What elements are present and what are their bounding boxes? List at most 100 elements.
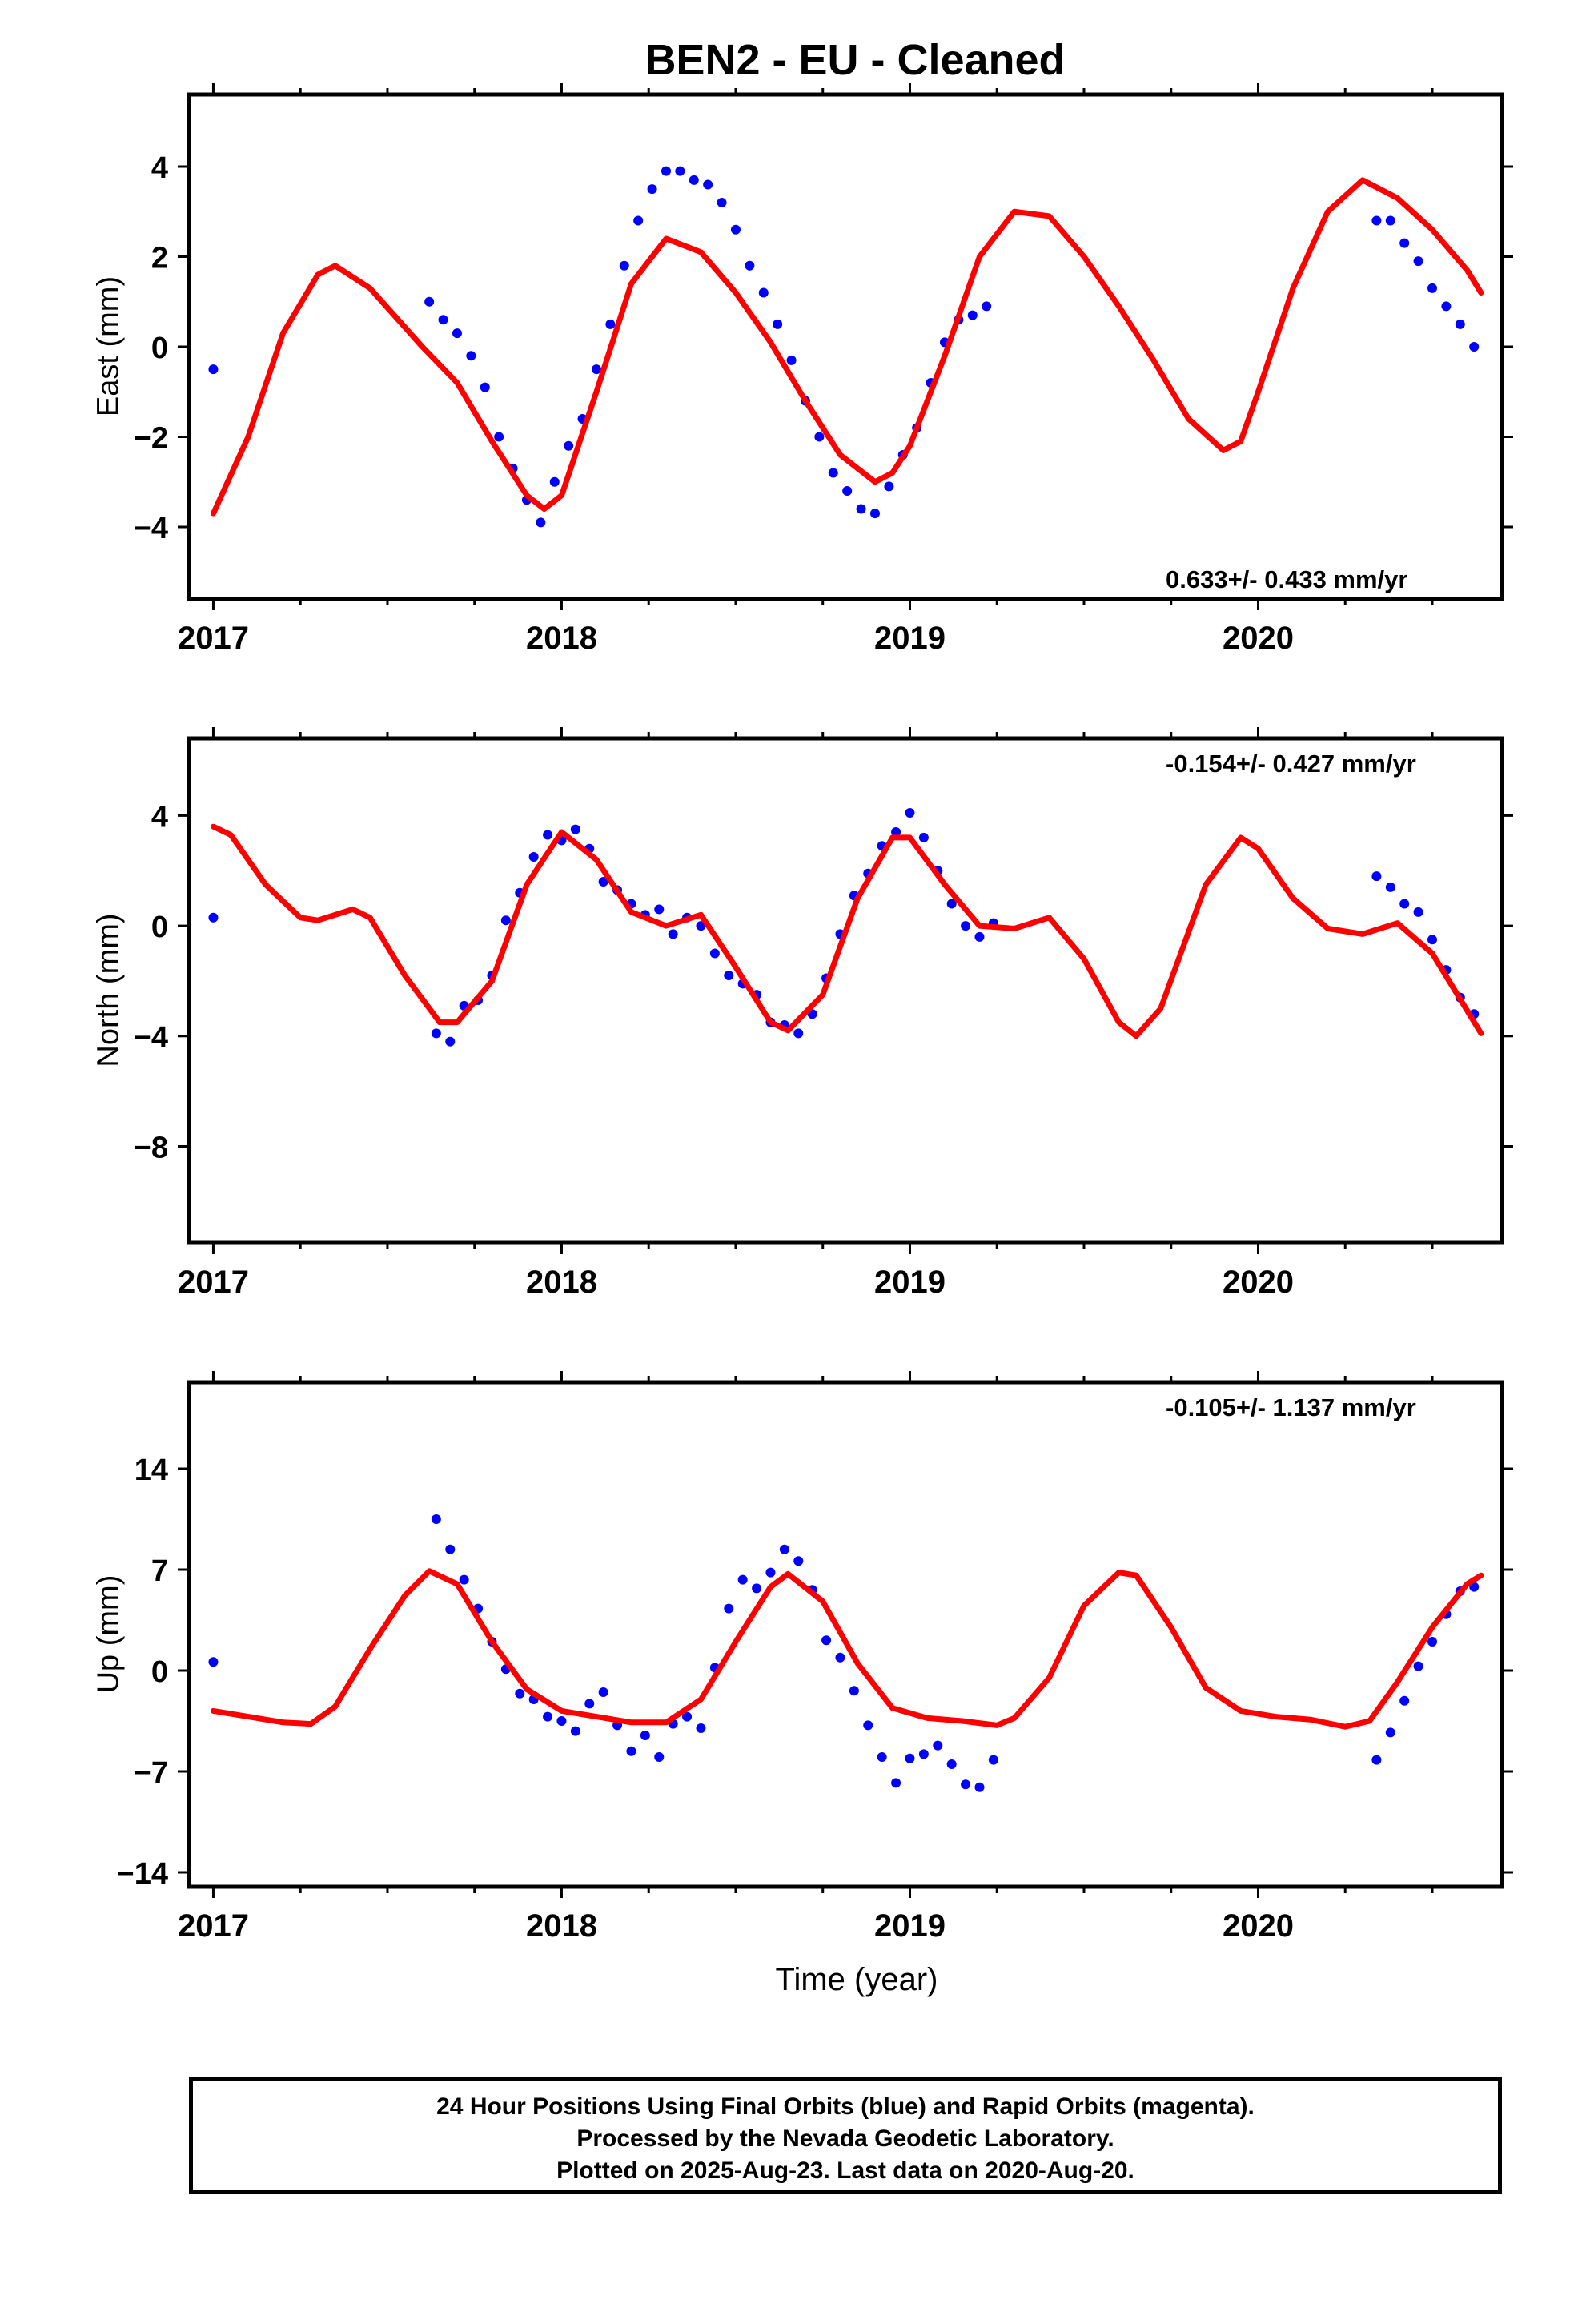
east-data-point — [466, 351, 476, 361]
footer-caption: 24 Hour Positions Using Final Orbits (bl… — [189, 2077, 1502, 2194]
up-ytick-label: −7 — [134, 1756, 168, 1790]
east-xtick-label: 2020 — [1223, 621, 1294, 656]
up-data-point — [459, 1574, 469, 1585]
east-data-point — [1455, 319, 1465, 329]
north-data-point — [696, 921, 706, 931]
north-data-point — [1427, 935, 1437, 945]
up-data-point — [793, 1556, 804, 1566]
up-data-point — [988, 1755, 998, 1765]
north-data-point — [445, 1036, 456, 1047]
up-ytick-label: 14 — [135, 1454, 168, 1487]
footer-line-1: 24 Hour Positions Using Final Orbits (bl… — [436, 2093, 1255, 2120]
up-data-point — [570, 1726, 580, 1736]
north-data-point — [1385, 882, 1395, 892]
up-xtick-label: 2017 — [178, 1908, 249, 1944]
north-data-point — [891, 827, 901, 838]
east-data-point — [703, 179, 713, 190]
up-data-point — [543, 1711, 553, 1722]
up-data-point — [1399, 1695, 1410, 1706]
east-ytick-label: −4 — [134, 512, 168, 545]
east-data-point — [828, 468, 838, 478]
east-data-point — [536, 517, 546, 528]
up-data-point — [1427, 1637, 1437, 1647]
east-data-point — [549, 476, 560, 487]
east-ytick-label: −2 — [134, 422, 168, 456]
up-data-point — [598, 1687, 608, 1697]
up-data-point — [696, 1723, 706, 1733]
north-data-point — [598, 877, 608, 887]
up-frame — [187, 1380, 1504, 1889]
east-data-point — [647, 184, 657, 195]
east-data-point — [689, 175, 699, 185]
east-data-point — [480, 382, 490, 392]
east-data-point — [773, 319, 783, 329]
north-data-point — [208, 912, 219, 923]
footer-line-3: Plotted on 2025-Aug-23. Last data on 202… — [556, 2157, 1134, 2184]
up-data-point — [877, 1752, 887, 1762]
north-ytick-label: −4 — [134, 1021, 168, 1055]
north-data-point — [793, 1028, 804, 1039]
east-xtick-label: 2017 — [178, 621, 249, 656]
chart-title: BEN2 - EU - Cleaned — [644, 36, 1066, 84]
up-data-point — [654, 1752, 665, 1762]
north-data-point — [724, 971, 734, 981]
up-data-point — [918, 1749, 929, 1759]
up-data-point — [724, 1603, 734, 1614]
east-data-point — [842, 486, 853, 496]
up-model-curve — [211, 1568, 1484, 1730]
up-data-point — [974, 1782, 985, 1792]
east-ytick-label: 0 — [151, 332, 168, 365]
up-data-point — [835, 1652, 845, 1663]
east-data-point — [605, 319, 616, 329]
east-data-point — [1385, 215, 1395, 226]
north-data-point — [528, 852, 539, 862]
up-data-point — [682, 1711, 693, 1722]
east-data-point — [1371, 215, 1382, 226]
north-data-point — [961, 921, 971, 931]
east-data-point — [1427, 283, 1437, 293]
up-data-point — [737, 1574, 748, 1585]
north-xtick-label: 2017 — [178, 1265, 249, 1300]
north-data-point — [1371, 871, 1382, 882]
up-xtick-label: 2020 — [1223, 1908, 1294, 1944]
up-data-point — [445, 1544, 456, 1554]
north-ytick-label: 0 — [151, 911, 168, 944]
east-xtick-label: 2019 — [874, 621, 946, 656]
up-data-point — [431, 1514, 441, 1524]
north-data-point — [918, 832, 929, 842]
east-data-point — [438, 315, 448, 325]
north-data-point — [668, 929, 678, 939]
east-data-point — [1441, 301, 1452, 312]
east-data-point — [494, 432, 504, 442]
east-frame — [187, 92, 1504, 601]
east-data-point — [967, 310, 978, 320]
up-data-point — [640, 1731, 650, 1740]
east-data-point — [424, 296, 435, 307]
east-data-point — [856, 504, 866, 514]
up-ytick-label: −14 — [117, 1857, 168, 1891]
north-data-point — [905, 807, 915, 818]
east-data-point — [661, 166, 671, 176]
east-data-point — [208, 364, 219, 375]
north-data-point — [654, 904, 665, 915]
east-data-point — [675, 166, 685, 176]
up-data-point — [1385, 1727, 1395, 1738]
east-data-point — [1413, 256, 1423, 267]
up-data-point — [821, 1635, 832, 1646]
up-axis-label: Up (mm) — [91, 1574, 126, 1694]
up-data-point — [891, 1778, 901, 1788]
east-data-point — [633, 215, 644, 226]
north-data-point — [946, 899, 957, 909]
north-frame — [187, 736, 1504, 1245]
up-rate-label: -0.105+/- 1.137 mm/yr — [1166, 1393, 1416, 1421]
east-data-point — [982, 301, 992, 312]
north-data-point — [1413, 907, 1423, 917]
east-xtick-label: 2018 — [526, 621, 597, 656]
east-ytick-label: 4 — [151, 151, 168, 185]
east-data-point — [786, 355, 797, 365]
north-data-point — [500, 915, 511, 926]
up-data-point — [1413, 1661, 1423, 1671]
up-data-point — [933, 1740, 943, 1751]
up-data-point — [1469, 1582, 1480, 1592]
up-data-point — [515, 1688, 525, 1699]
